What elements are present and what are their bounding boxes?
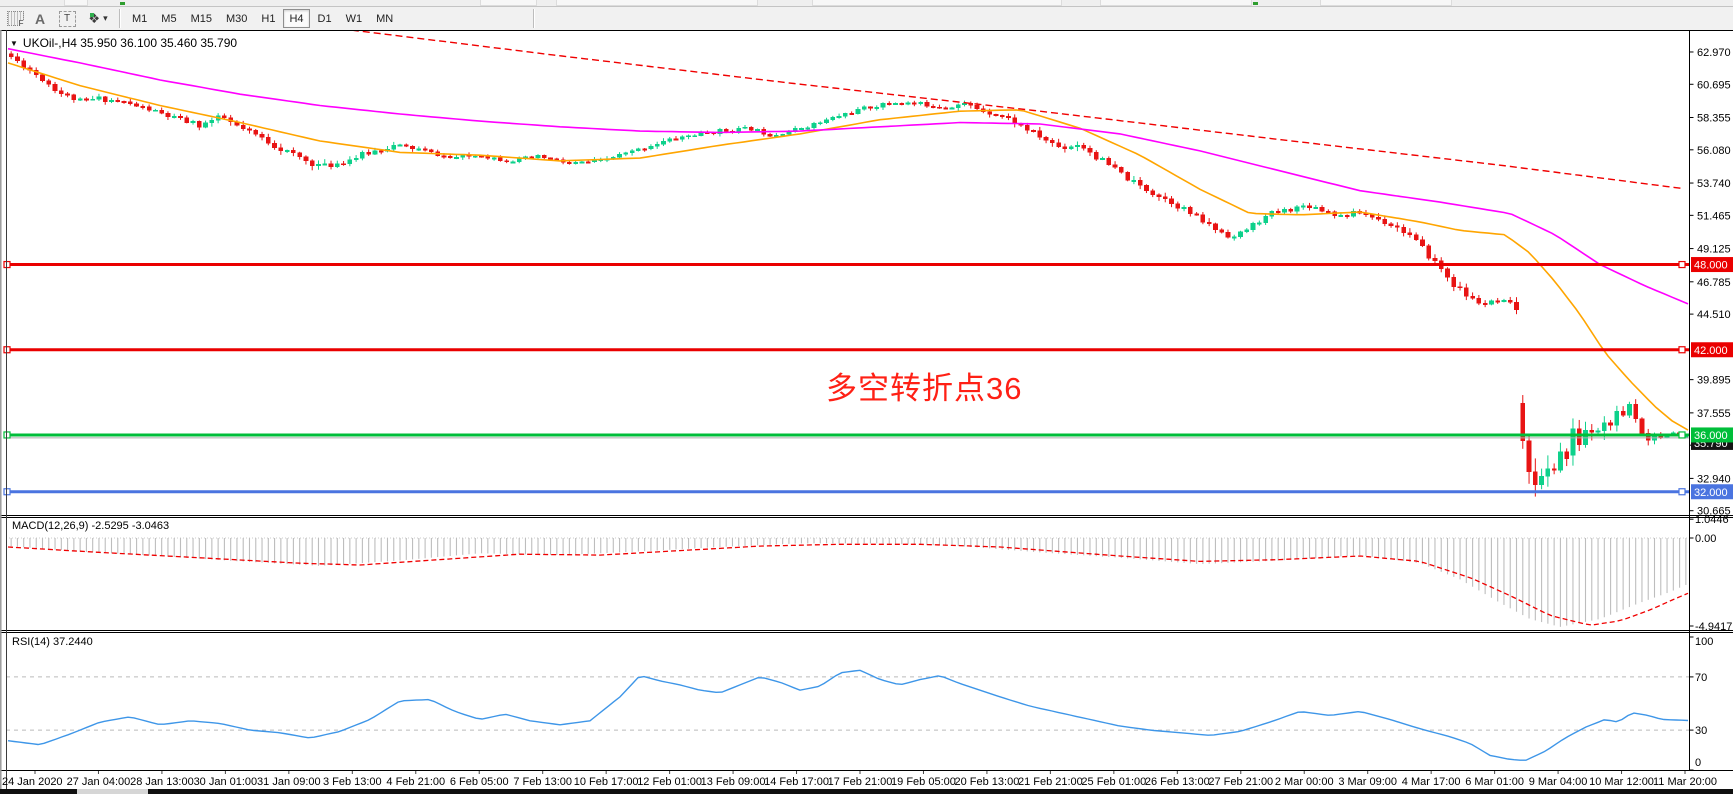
toolbar-separator xyxy=(533,9,535,28)
svg-text:32.000: 32.000 xyxy=(1694,487,1728,499)
timeframe-button-d1[interactable]: D1 xyxy=(312,9,338,28)
sliver-box xyxy=(480,0,537,6)
time-label: 2 Mar 00:00 xyxy=(1275,776,1334,788)
text-tool-button[interactable]: T xyxy=(53,9,81,28)
time-axis: 24 Jan 2020 27 Jan 04:00 28 Jan 13:00 30 Ja… xyxy=(2,771,1717,788)
timeframe-button-h4[interactable]: H4 xyxy=(283,9,310,28)
chevron-down-icon[interactable]: ▾ xyxy=(103,13,108,23)
sliver-green-dot xyxy=(1253,2,1258,5)
macd-tick-label: 0.00 xyxy=(1695,533,1716,545)
time-label: 30 Jan 01:00 xyxy=(194,776,258,788)
time-label: 3 Feb 13:00 xyxy=(323,776,382,788)
macd-tick-label: 1.0446 xyxy=(1695,514,1729,526)
price-tick-label: 62.970 xyxy=(1697,47,1731,59)
timeframe-group: M1 M5 M15 M30 H1 H4 D1 W1 MN xyxy=(125,9,400,28)
time-label: 4 Feb 21:00 xyxy=(386,776,445,788)
time-label: 10 Mar 12:00 xyxy=(1589,776,1654,788)
price-badge-32.000: 32.000 xyxy=(1691,484,1733,500)
templates-grid-icon[interactable]: F xyxy=(3,9,27,28)
font-tool-button[interactable]: A xyxy=(34,10,46,27)
bottom-edge-patch xyxy=(77,789,148,794)
time-label: 7 Feb 13:00 xyxy=(513,776,572,788)
time-label: 27 Feb 21:00 xyxy=(1208,776,1273,788)
rsi-tick-label: 0 xyxy=(1695,757,1701,769)
timeframe-button-w1[interactable]: W1 xyxy=(340,9,369,28)
timeframe-button-mn[interactable]: MN xyxy=(370,9,399,28)
time-label: 6 Mar 01:00 xyxy=(1465,776,1524,788)
macd-signal-line xyxy=(7,543,1689,626)
rsi-tick-label: 70 xyxy=(1695,672,1707,684)
objects-icon: ❖ xyxy=(88,10,101,26)
ma-fast-line xyxy=(7,62,1689,431)
price-tick-label: 56.080 xyxy=(1697,145,1731,157)
price-tick-label: 44.510 xyxy=(1697,309,1731,321)
ma-slow-line xyxy=(353,31,1683,190)
svg-text:36.000: 36.000 xyxy=(1694,430,1728,442)
text-tool-glyph: T xyxy=(58,10,76,27)
price-badge-42.000: 42.000 xyxy=(1691,342,1733,358)
objects-green-square xyxy=(90,13,94,17)
sliver-box xyxy=(64,0,88,6)
time-label: 3 Mar 09:00 xyxy=(1338,776,1397,788)
timeframe-button-m30[interactable]: M30 xyxy=(220,9,253,28)
timeframe-button-h1[interactable]: H1 xyxy=(255,9,281,28)
time-label: 10 Feb 17:00 xyxy=(574,776,639,788)
ma-mid-line xyxy=(7,47,1689,305)
time-label: 13 Feb 09:00 xyxy=(701,776,766,788)
price-tick-label: 37.555 xyxy=(1697,408,1731,420)
toolbar-separator xyxy=(119,9,121,28)
time-label: 25 Feb 01:00 xyxy=(1081,776,1146,788)
price-tick-label: 58.355 xyxy=(1697,113,1731,125)
sliver-box xyxy=(812,0,1062,6)
time-label: 27 Jan 04:00 xyxy=(67,776,131,788)
chart-canvas[interactable]: 62.970 60.695 58.355 56.080 53.740 51.465 49.1… xyxy=(0,30,1733,794)
toolbar: F A T ❖ ▾ M1 M5 M15 M30 H1 H4 D1 W1 MN xyxy=(0,7,1733,30)
time-label: 4 Mar 17:00 xyxy=(1402,776,1461,788)
rsi-tick-label: 100 xyxy=(1695,636,1713,648)
price-tick-label: 53.740 xyxy=(1697,178,1731,190)
sliver-box xyxy=(1100,0,1252,6)
time-label: 26 Feb 13:00 xyxy=(1145,776,1210,788)
time-label: 20 Feb 13:00 xyxy=(955,776,1020,788)
price-badge-36.000: 36.000 xyxy=(1691,427,1733,443)
svg-text:42.000: 42.000 xyxy=(1694,345,1728,357)
macd-histogram xyxy=(10,538,1687,627)
sliver-box xyxy=(1320,0,1452,6)
svg-text:48.000: 48.000 xyxy=(1694,260,1728,272)
rsi-line xyxy=(7,669,1689,761)
timeframe-button-m5[interactable]: M5 xyxy=(155,9,182,28)
templates-grid-letter: F xyxy=(18,19,24,28)
time-label: 31 Jan 09:00 xyxy=(257,776,321,788)
price-tick-label: 30.665 xyxy=(1697,506,1731,518)
time-label: 9 Mar 04:00 xyxy=(1529,776,1588,788)
sliver-box xyxy=(556,0,758,6)
sliver-green-dot xyxy=(120,2,125,5)
objects-tool-button[interactable]: ❖ ▾ xyxy=(81,9,115,28)
cropped-toolbar-row xyxy=(0,0,1733,7)
time-label: 12 Feb 01:00 xyxy=(637,776,702,788)
price-tick-label: 39.895 xyxy=(1697,375,1731,387)
time-label: 24 Jan 2020 xyxy=(2,776,63,788)
time-label: 19 Feb 05:00 xyxy=(891,776,956,788)
time-label: 17 Feb 21:00 xyxy=(828,776,893,788)
time-label: 21 Feb 21:00 xyxy=(1018,776,1083,788)
timeframe-button-m1[interactable]: M1 xyxy=(126,9,153,28)
timeframe-button-m15[interactable]: M15 xyxy=(185,9,218,28)
window-bottom-edge xyxy=(0,789,1733,794)
time-label: 28 Jan 13:00 xyxy=(130,776,194,788)
price-tick-label: 49.125 xyxy=(1697,244,1731,256)
time-label: 6 Feb 05:00 xyxy=(450,776,509,788)
price-badge-48.000: 48.000 xyxy=(1691,257,1733,273)
price-tick-label: 46.785 xyxy=(1697,277,1731,289)
price-tick-label: 51.465 xyxy=(1697,210,1731,222)
macd-tick-label: -4.9417 xyxy=(1695,621,1732,633)
price-tick-label: 32.940 xyxy=(1697,473,1731,485)
time-label: 11 Mar 20:00 xyxy=(1653,776,1717,788)
price-tick-label: 60.695 xyxy=(1697,79,1731,91)
candlestick-series xyxy=(8,51,1689,497)
time-label: 14 Feb 17:00 xyxy=(764,776,829,788)
rsi-tick-label: 30 xyxy=(1695,725,1707,737)
